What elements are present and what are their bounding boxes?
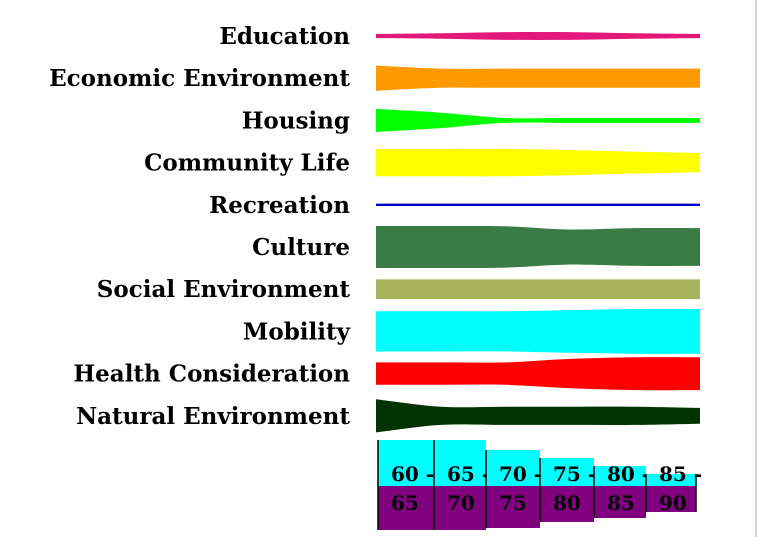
age-block-bottom-1 <box>378 486 434 530</box>
stream-community-life <box>376 148 700 177</box>
age-label-top-6: 85 - <box>659 462 702 486</box>
age-label-top-1: 60 - <box>391 462 434 486</box>
age-block-top-2 <box>434 440 486 486</box>
age-label-top-2: 65 - <box>447 462 490 486</box>
stream-health-consideration <box>376 357 700 391</box>
label-community-life: Community Life <box>144 150 350 177</box>
age-label-top-4: 75 - <box>553 462 596 486</box>
age-block-top-4 <box>540 458 594 486</box>
age-block-bottom-6 <box>646 486 696 512</box>
label-mobility: Mobility <box>243 318 351 345</box>
age-axis: 60 - 65 65 - 70 70 - 75 75 - 80 80 - 85 85 - 90 <box>377 440 702 530</box>
age-block-top-1 <box>378 440 434 486</box>
age-label-bottom-1: 65 <box>391 491 419 515</box>
age-label-top-5: 80 - <box>607 462 650 486</box>
age-block-bottom-3 <box>486 486 540 528</box>
age-label-bottom-5: 85 <box>607 491 635 515</box>
stream-education <box>376 32 700 40</box>
stream-recreation <box>376 203 700 206</box>
age-label-bottom-6: 90 <box>659 491 687 515</box>
age-block-top-6 <box>646 474 696 486</box>
age-label-bottom-2: 70 <box>447 491 475 515</box>
label-social-environment: Social Environment <box>97 276 351 303</box>
stream-social-environment <box>376 279 700 299</box>
age-block-bottom-5 <box>594 486 646 518</box>
age-block-top-3 <box>486 450 540 486</box>
age-block-bottom-2 <box>434 486 486 530</box>
stream-culture <box>376 225 700 269</box>
label-culture: Culture <box>252 234 350 261</box>
page-edge-rule <box>755 0 757 537</box>
stream-natural-environment <box>376 399 700 433</box>
label-recreation: Recreation <box>209 192 350 219</box>
label-health-consideration: Health Consideration <box>73 361 350 388</box>
label-natural-environment: Natural Environment <box>76 403 350 430</box>
stream-economic-environment <box>376 65 700 91</box>
age-label-top-3: 70 - <box>499 462 542 486</box>
label-economic-environment: Economic Environment <box>49 65 350 92</box>
age-label-bottom-4: 80 <box>553 491 581 515</box>
row-labels: Education Economic Environment Housing Comm… <box>49 23 351 430</box>
label-housing: Housing <box>242 107 350 134</box>
stream-housing <box>376 108 700 132</box>
stream-mobility <box>376 308 700 354</box>
label-education: Education <box>219 23 350 50</box>
age-label-bottom-3: 75 <box>499 491 527 515</box>
age-block-bottom-4 <box>540 486 594 522</box>
row-streams <box>376 32 700 433</box>
age-block-top-5 <box>594 466 646 486</box>
